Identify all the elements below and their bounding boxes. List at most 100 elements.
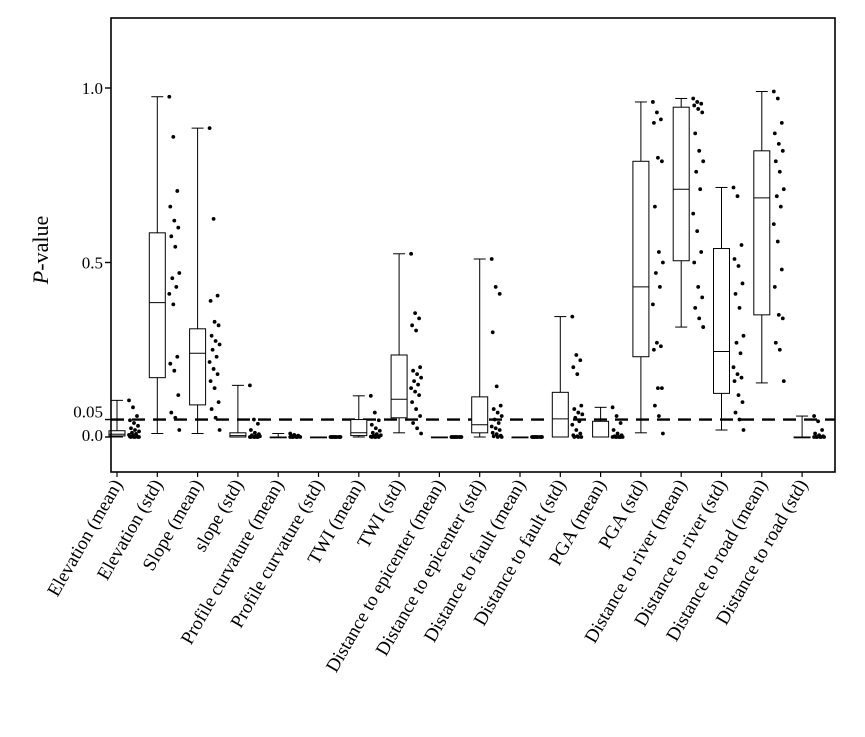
data-point <box>579 435 584 439</box>
data-point <box>659 344 663 349</box>
data-point <box>418 414 422 418</box>
data-point <box>819 435 823 439</box>
data-point <box>493 285 498 289</box>
data-point <box>779 267 784 272</box>
box-group <box>350 395 368 438</box>
data-point <box>137 429 141 434</box>
data-point <box>419 431 423 436</box>
data-point <box>173 415 178 420</box>
data-point <box>736 393 741 398</box>
data-point <box>413 389 417 394</box>
data-point <box>576 410 581 415</box>
data-point <box>129 435 133 439</box>
data-point <box>494 384 499 389</box>
data-point <box>168 361 173 366</box>
data-point <box>249 428 253 432</box>
y-tick-label: 0.0 <box>82 426 103 445</box>
data-point <box>291 435 296 439</box>
data-point <box>210 347 215 352</box>
data-point <box>497 292 502 296</box>
data-point <box>661 431 665 436</box>
data-point <box>813 431 817 436</box>
data-point <box>212 319 217 324</box>
data-point <box>497 428 502 432</box>
data-point <box>415 372 419 377</box>
data-point <box>611 428 616 432</box>
point-group <box>610 405 625 439</box>
data-point <box>698 187 703 192</box>
data-point <box>377 428 382 433</box>
data-point <box>735 372 740 377</box>
data-point <box>493 426 498 431</box>
data-point <box>252 417 256 422</box>
data-point <box>172 368 177 373</box>
data-point <box>249 435 253 439</box>
point-group <box>449 435 464 439</box>
data-point <box>772 131 777 136</box>
svg-text:P-value: P-value <box>28 216 53 285</box>
data-point <box>174 285 179 289</box>
data-point <box>207 360 212 364</box>
point-group <box>812 414 826 439</box>
box-group <box>471 258 489 438</box>
data-point <box>691 211 696 216</box>
box-group <box>632 101 650 434</box>
point-group <box>530 435 544 439</box>
data-point <box>369 435 374 439</box>
data-point <box>215 293 220 298</box>
data-point <box>540 435 544 439</box>
data-point <box>215 372 220 377</box>
data-point <box>211 367 216 371</box>
data-point <box>414 407 418 411</box>
data-point <box>781 187 786 192</box>
data-point <box>734 340 739 345</box>
data-point <box>133 428 137 432</box>
data-point <box>369 422 374 427</box>
data-point <box>211 216 216 221</box>
data-point <box>701 325 706 329</box>
data-point <box>660 159 664 164</box>
data-point <box>418 365 422 370</box>
data-point <box>214 354 219 359</box>
data-point <box>739 375 744 380</box>
data-point <box>580 412 585 417</box>
data-point <box>776 141 781 146</box>
point-group <box>691 96 706 329</box>
data-point <box>409 251 413 256</box>
y-axis-title-italic: P <box>28 271 53 285</box>
box-group <box>753 90 771 384</box>
data-point <box>213 339 218 343</box>
x-axis: Elevation (mean)Elevation (std)Slope (me… <box>43 472 812 676</box>
box <box>229 432 247 438</box>
data-point <box>338 435 343 439</box>
data-point <box>695 100 700 104</box>
data-point <box>128 418 132 423</box>
data-point <box>373 435 378 439</box>
data-point <box>618 435 623 439</box>
data-point <box>579 403 584 408</box>
data-point <box>171 134 176 139</box>
data-point <box>699 250 704 254</box>
data-point <box>740 281 745 286</box>
point-group <box>731 185 746 432</box>
data-point <box>491 407 496 411</box>
box-layer <box>108 90 811 439</box>
data-point <box>133 435 137 439</box>
data-point <box>169 410 174 415</box>
data-point <box>573 415 578 420</box>
data-point <box>370 430 375 435</box>
data-point <box>533 435 537 439</box>
point-group <box>771 89 786 384</box>
data-point <box>780 316 785 321</box>
data-point <box>812 435 816 439</box>
data-point <box>417 316 421 321</box>
data-point <box>455 435 460 439</box>
data-point <box>571 365 576 370</box>
data-point <box>699 101 704 106</box>
data-point <box>209 333 214 338</box>
data-point <box>491 434 496 439</box>
box <box>592 420 610 438</box>
data-point <box>732 379 737 384</box>
data-point <box>176 393 181 398</box>
data-point <box>691 96 696 101</box>
